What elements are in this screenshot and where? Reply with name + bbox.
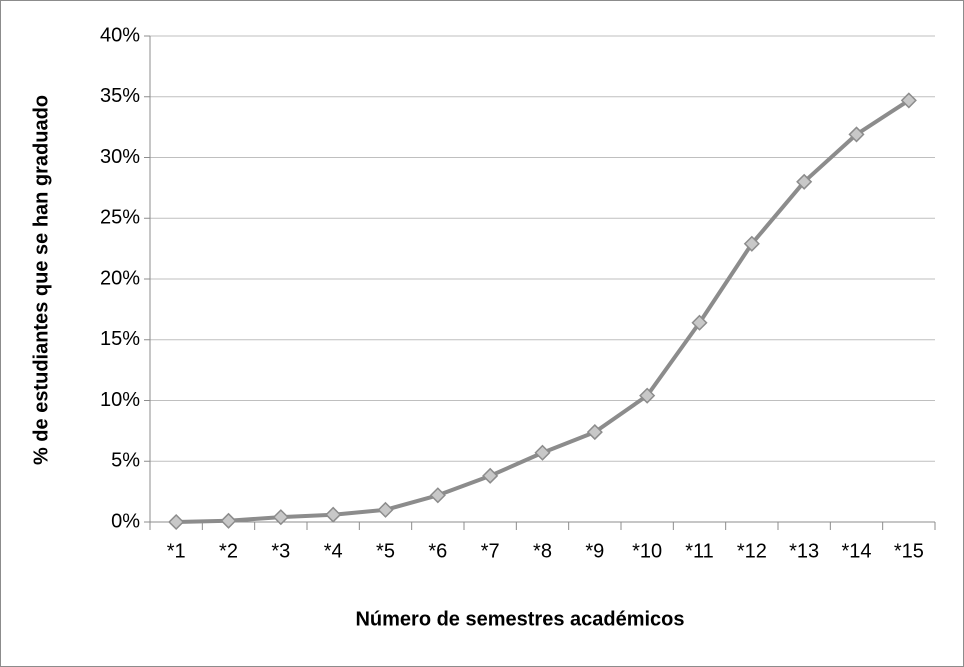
x-tick-label: *7 [481, 540, 500, 562]
y-tick-label: 40% [100, 24, 140, 46]
y-tick-label: 15% [100, 328, 140, 350]
x-tick-label: *3 [271, 540, 290, 562]
x-tick-label: *12 [737, 540, 767, 562]
x-tick-label: *5 [376, 540, 395, 562]
y-tick-label: 20% [100, 267, 140, 289]
y-tick-label: 25% [100, 207, 140, 229]
marker [743, 235, 760, 252]
marker [429, 487, 446, 504]
x-tick-label: *8 [533, 540, 552, 562]
y-axis-title: % de estudiantes que se han graduado [30, 95, 52, 465]
x-tick-label: *9 [585, 540, 604, 562]
x-tick-label: *2 [219, 540, 238, 562]
marker [534, 444, 551, 461]
marker [691, 314, 708, 331]
marker [900, 92, 917, 109]
marker [377, 501, 394, 518]
marker [639, 387, 656, 404]
y-tick-label: 5% [111, 450, 140, 472]
y-tick-label: 0% [111, 510, 140, 532]
x-tick-label: *10 [632, 540, 662, 562]
x-tick-label: *1 [167, 540, 186, 562]
y-tick-label: 10% [100, 389, 140, 411]
x-tick-label: *4 [324, 540, 343, 562]
y-tick-label: 35% [100, 85, 140, 107]
marker [168, 513, 185, 531]
x-tick-label: *6 [428, 540, 447, 562]
marker [796, 173, 813, 190]
y-tick-label: 30% [100, 146, 140, 168]
x-tick-label: *14 [841, 540, 871, 562]
marker [586, 424, 603, 441]
marker [220, 512, 237, 529]
x-tick-label: *13 [789, 540, 819, 562]
x-tick-label: *11 [685, 540, 714, 562]
x-axis-title: Número de semestres académicos [355, 608, 684, 630]
x-tick-label: *15 [894, 540, 924, 562]
marker [848, 126, 865, 143]
marker [325, 506, 342, 523]
marker [272, 509, 289, 526]
marker [482, 467, 499, 484]
